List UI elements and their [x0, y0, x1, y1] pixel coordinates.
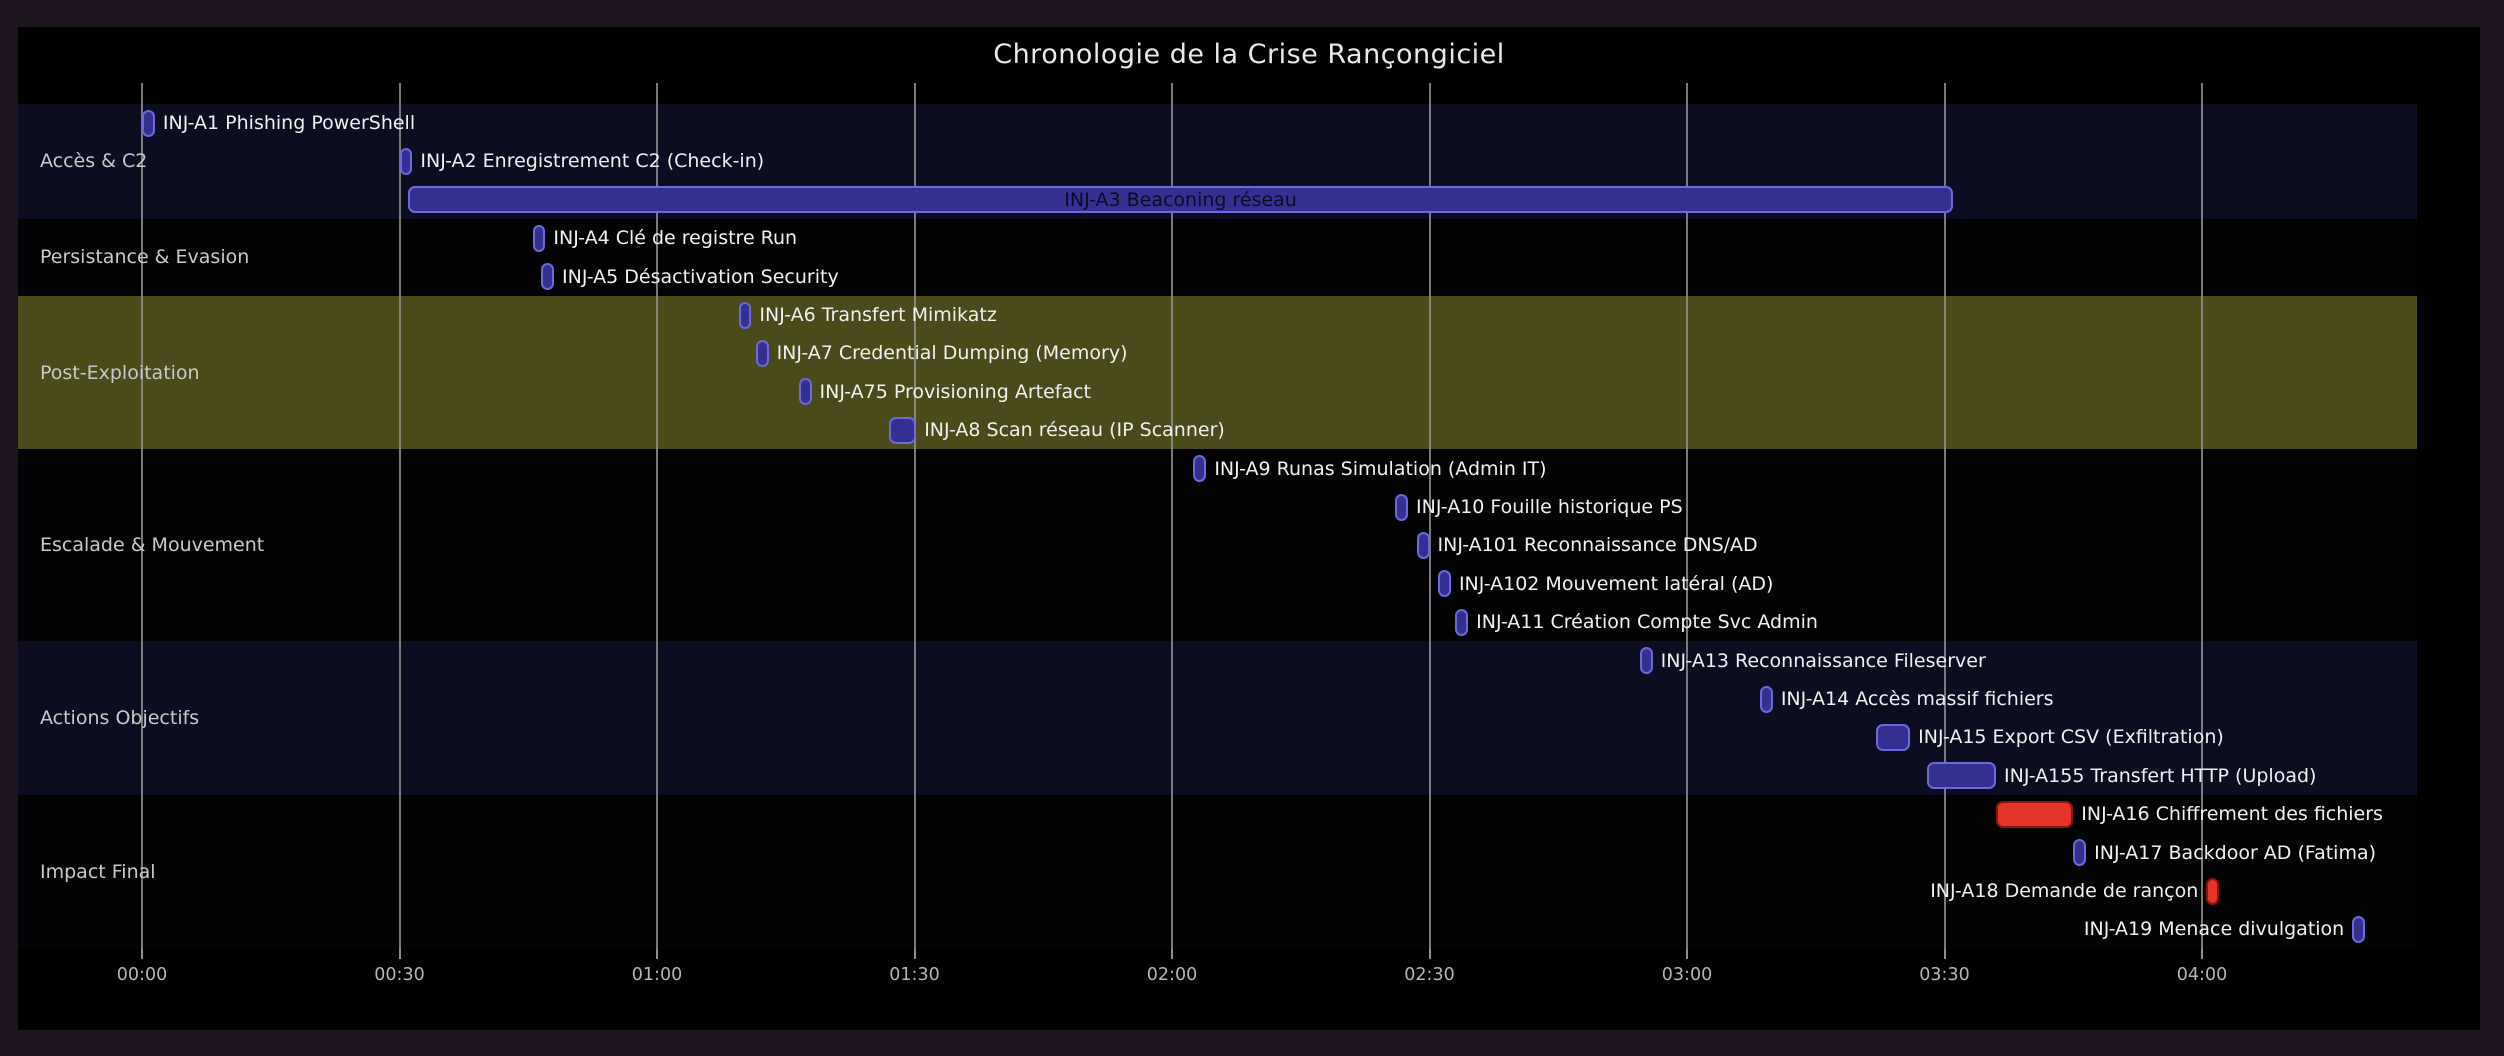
axis-tick-label: 03:30 [1919, 964, 1970, 985]
task-label: INJ-A15 Export CSV (Exfiltration) [1918, 726, 2224, 749]
gantt-bar-INJ-A15 [1875, 723, 1911, 751]
gantt-bar-INJ-A75 [798, 378, 812, 406]
gantt-bar-INJ-A13 [1639, 647, 1653, 675]
category-label: Escalade & Mouvement [40, 534, 265, 557]
gridline-01:00 [656, 83, 658, 949]
task-label: INJ-A13 Reconnaissance Fileserver [1660, 649, 1986, 672]
task-label: INJ-A18 Demande de rançon [1930, 880, 2199, 902]
task-label: INJ-A5 Désactivation Security [562, 265, 839, 288]
gantt-bar-INJ-A16 [1996, 800, 2074, 828]
category-label: Post-Exploitation [40, 361, 200, 384]
gantt-bar-INJ-A6 [738, 301, 752, 329]
task-label: INJ-A75 Provisioning Artefact [819, 380, 1092, 403]
task-label: INJ-A7 Credential Dumping (Memory) [776, 342, 1128, 365]
task-label: INJ-A11 Création Compte Svc Admin [1476, 611, 1818, 634]
category-label: Impact Final [40, 860, 156, 883]
task-label: INJ-A14 Accès massif fichiers [1780, 688, 2054, 710]
gantt-bar-INJ-A1 [142, 109, 155, 137]
task-label: INJ-A102 Mouvement latéral (AD) [1458, 572, 1774, 595]
axis-tick [1686, 948, 1688, 959]
category-label: Persistance & Evasion [40, 246, 250, 269]
category-band-4 [18, 641, 2417, 795]
axis-tick-label: 01:30 [889, 964, 940, 985]
axis-tick-label: 04:00 [2176, 964, 2228, 985]
gantt-bar-INJ-A2 [399, 147, 413, 175]
task-label: INJ-A4 Clé de registre Run [553, 227, 798, 250]
gantt-bar-INJ-A8 [888, 416, 917, 444]
gridline-03:00 [1686, 83, 1688, 949]
gantt-bar-INJ-A7 [755, 339, 769, 367]
gridline-02:30 [1428, 83, 1431, 949]
axis-tick-label: 02:30 [1404, 964, 1455, 985]
task-label: INJ-A10 Fouille historique PS [1416, 496, 1683, 518]
task-label: INJ-A16 Chiffrement des fichiers [2081, 803, 2383, 826]
gantt-bar-INJ-A11 [1455, 608, 1469, 636]
task-label: INJ-A19 Menace divulgation [2083, 918, 2345, 941]
gantt-bar-INJ-A14 [1759, 685, 1773, 713]
category-band-3 [18, 449, 2417, 642]
category-label: Accès & C2 [40, 150, 148, 173]
task-label: INJ-A6 Transfert Mimikatz [759, 304, 997, 326]
axis-tick-label: 00:00 [116, 964, 168, 985]
category-label: Actions Objectifs [40, 707, 200, 730]
axis-tick-label: 01:00 [631, 964, 683, 985]
axis-tick [1171, 948, 1173, 959]
chart-title: Chronologie de la Crise Rançongiciel [993, 39, 1505, 70]
axis-tick [398, 948, 401, 959]
gridline-01:30 [913, 83, 916, 949]
gantt-bar-INJ-A102 [1438, 570, 1451, 598]
axis-tick [913, 948, 916, 959]
task-label: INJ-A101 Reconnaissance DNS/AD [1437, 534, 1758, 557]
gantt-bar-INJ-A19 [2352, 915, 2366, 943]
category-band-1 [18, 219, 2417, 296]
axis-tick [1943, 948, 1946, 959]
gantt-bar-INJ-A155 [1927, 762, 1996, 790]
axis-tick [656, 948, 658, 959]
task-label: INJ-A17 Backdoor AD (Fatima) [2094, 841, 2377, 864]
axis-tick-label: 00:30 [374, 964, 425, 985]
task-label: INJ-A155 Transfert HTTP (Upload) [2004, 764, 2317, 787]
gantt-bar-INJ-A9 [1193, 455, 1207, 483]
axis-tick-label: 02:00 [1146, 964, 1198, 985]
task-label: INJ-A2 Enregistrement C2 (Check-in) [420, 150, 765, 173]
gantt-bar-INJ-A17 [2073, 839, 2087, 867]
gantt-bar-INJ-A10 [1395, 493, 1409, 521]
category-band-2 [18, 295, 2417, 450]
gridline-02:00 [1171, 83, 1173, 949]
axis-tick [1428, 948, 1431, 959]
task-label: INJ-A3 Beaconing réseau [1064, 188, 1297, 211]
gantt-bar-INJ-A3 [408, 186, 1954, 214]
gantt-bar-INJ-A18 [2206, 877, 2220, 905]
axis-tick-label: 03:00 [1661, 964, 1713, 985]
gridline-00:00 [141, 83, 143, 949]
gantt-chart-figure: Chronologie de la Crise Rançongiciel Acc… [18, 27, 2480, 1030]
gantt-bar-INJ-A101 [1416, 531, 1430, 559]
axis-tick [141, 948, 143, 959]
task-label: INJ-A8 Scan réseau (IP Scanner) [924, 419, 1225, 442]
task-label: INJ-A1 Phishing PowerShell [162, 112, 416, 134]
gridline-00:30 [398, 83, 401, 949]
axis-tick [2201, 948, 2203, 959]
gridline-03:30 [1943, 83, 1946, 949]
gantt-bar-INJ-A5 [541, 263, 554, 291]
gridline-04:00 [2201, 83, 2203, 949]
task-label: INJ-A9 Runas Simulation (Admin IT) [1214, 457, 1547, 480]
gantt-bar-INJ-A4 [532, 224, 546, 252]
